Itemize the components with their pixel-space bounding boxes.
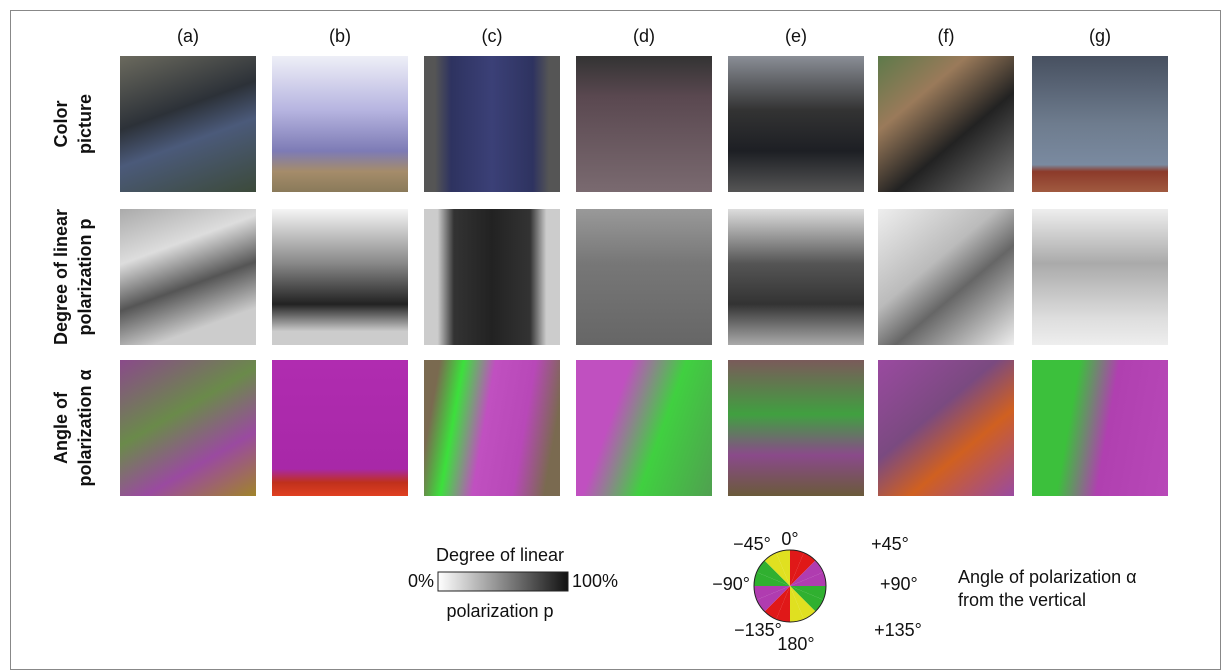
column-label: (b) [329, 26, 351, 46]
gradient-bar [438, 572, 568, 591]
legend-min: 0% [408, 571, 434, 591]
legend-subtitle: polarization p [446, 601, 553, 621]
legend-max: 100% [572, 571, 618, 591]
angle-label: +45° [871, 534, 909, 554]
column-label: (f) [938, 26, 955, 46]
figure-svg: Degree of linear 0% 100% polarization p … [0, 0, 1232, 658]
figure: Degree of linear 0% 100% polarization p … [0, 0, 1232, 658]
legend-title: Degree of linear [436, 545, 564, 565]
row-label: Angle of [51, 391, 71, 464]
column-label: (a) [177, 26, 199, 46]
column-label: (d) [633, 26, 655, 46]
angle-legend-title: from the vertical [958, 590, 1086, 610]
angle-label: −45° [733, 534, 771, 554]
column-label: (e) [785, 26, 807, 46]
row-label: picture [75, 94, 95, 154]
angle-label: +135° [874, 620, 922, 640]
row-label: polarization α [75, 369, 95, 486]
angle-legend-title: Angle of polarization α [958, 567, 1137, 587]
angle-label: +90° [880, 574, 918, 594]
column-label: (g) [1089, 26, 1111, 46]
column-label: (c) [482, 26, 503, 46]
angle-label: −135° [734, 620, 782, 640]
angle-label: 0° [781, 529, 798, 549]
angle-label: −90° [712, 574, 750, 594]
row-label: polarization p [75, 218, 95, 335]
color-wheel [754, 550, 826, 622]
row-label: Color [51, 101, 71, 148]
angle-label: 180° [777, 634, 814, 654]
row-label: Degree of linear [51, 209, 71, 345]
